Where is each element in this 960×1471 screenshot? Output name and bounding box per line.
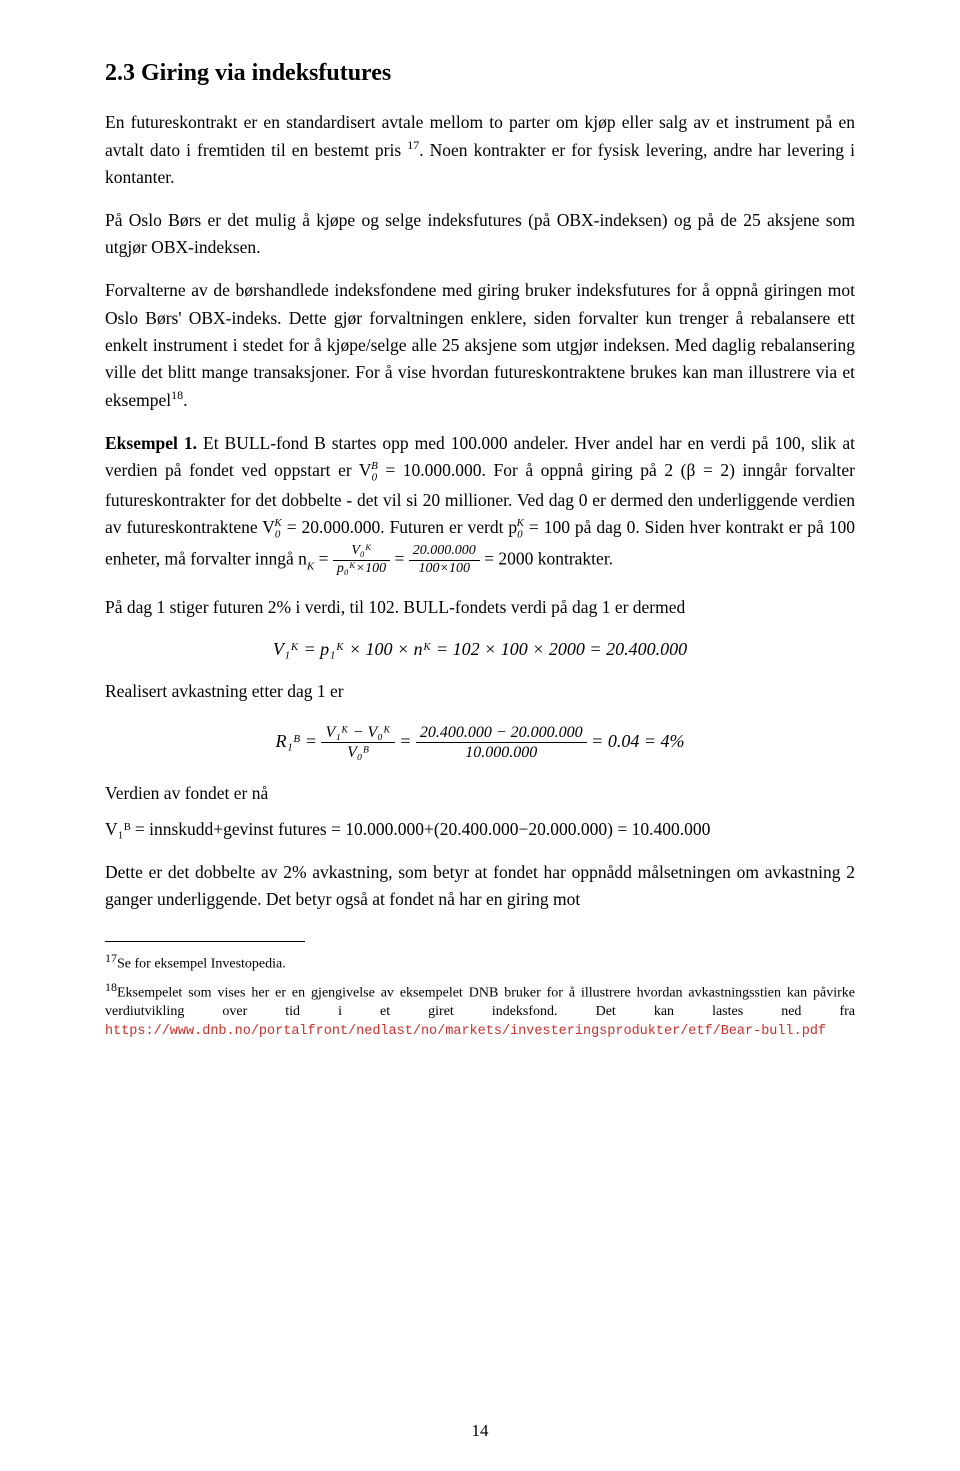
paragraph-1: En futureskontrakt er en standardisert a… <box>105 109 855 191</box>
math2-rhs: = 0.04 = 4% <box>587 731 685 751</box>
paragraph-3-text-b: . <box>183 390 187 410</box>
example-label: Eksempel 1. <box>105 433 197 453</box>
math-var-3: 0K <box>517 517 524 537</box>
fraction-4: 20.400.000 − 20.000.00010.000.000 <box>416 723 587 762</box>
footnote-num-17: 17 <box>105 951 117 965</box>
footnote-17-text: Se for eksempel Investopedia. <box>117 957 286 972</box>
math2-mid: = <box>395 731 416 751</box>
footnote-17: 17Se for eksempel Investopedia. <box>105 950 855 975</box>
paragraph-5: På dag 1 stiger futuren 2% i verdi, til … <box>105 594 855 621</box>
paragraph-8: Dette er det dobbelte av 2% avkastning, … <box>105 859 855 913</box>
footnote-num-18: 18 <box>105 980 117 994</box>
example-body-4: = <box>314 549 333 569</box>
paragraph-3-text-a: Forvalterne av de børshandlede indeksfon… <box>105 280 855 409</box>
paragraph-3: Forvalterne av de børshandlede indeksfon… <box>105 277 855 413</box>
footnote-18-text: Eksempelet som vises her er en gjengivel… <box>105 985 855 1019</box>
page-number: 14 <box>0 1421 960 1441</box>
footnote-18: 18Eksempelet som vises her er en gjengiv… <box>105 979 855 1042</box>
eq-sep-1: = <box>390 549 409 569</box>
page: 2.3 Giring via indeksfutures En futuresk… <box>0 0 960 1471</box>
section-heading: 2.3 Giring via indeksfutures <box>105 60 855 87</box>
math-var-2: 0K <box>275 517 282 537</box>
fraction-3: V₁ᴷ − V₀ᴷV₀ᴮ <box>321 723 394 762</box>
paragraph-2: På Oslo Børs er det mulig å kjøpe og sel… <box>105 207 855 261</box>
example-body-2: = 20.000.000. Futuren er verdt p <box>282 517 517 537</box>
footnote-mark-18: 18 <box>171 388 183 402</box>
footnote-rule <box>105 941 305 942</box>
math-block-2: R₁ᴮ = V₁ᴷ − V₀ᴷV₀ᴮ = 20.400.000 − 20.000… <box>105 723 855 762</box>
fraction-2: 20.000.000100×100 <box>409 543 480 578</box>
footnote-18-link[interactable]: https://www.dnb.no/portalfront/nedlast/n… <box>105 1024 826 1039</box>
eq-result-1: = 2000 kontrakter. <box>480 549 613 569</box>
example-paragraph: Eksempel 1. Et BULL-fond B startes opp m… <box>105 430 855 578</box>
footnote-mark-17: 17 <box>407 138 419 152</box>
math2-lhs: R₁ᴮ = <box>276 731 322 751</box>
math-block-3: V₁ᴮ = innskudd+gevinst futures = 10.000.… <box>105 816 855 843</box>
math-block-1: V₁ᴷ = p₁ᴷ × 100 × nᴷ = 102 × 100 × 2000 … <box>105 639 855 660</box>
fraction-1: V₀ᴷp₀ᴷ×100 <box>333 543 390 578</box>
paragraph-7: Verdien av fondet er nå <box>105 780 855 807</box>
paragraph-6: Realisert avkastning etter dag 1 er <box>105 678 855 705</box>
